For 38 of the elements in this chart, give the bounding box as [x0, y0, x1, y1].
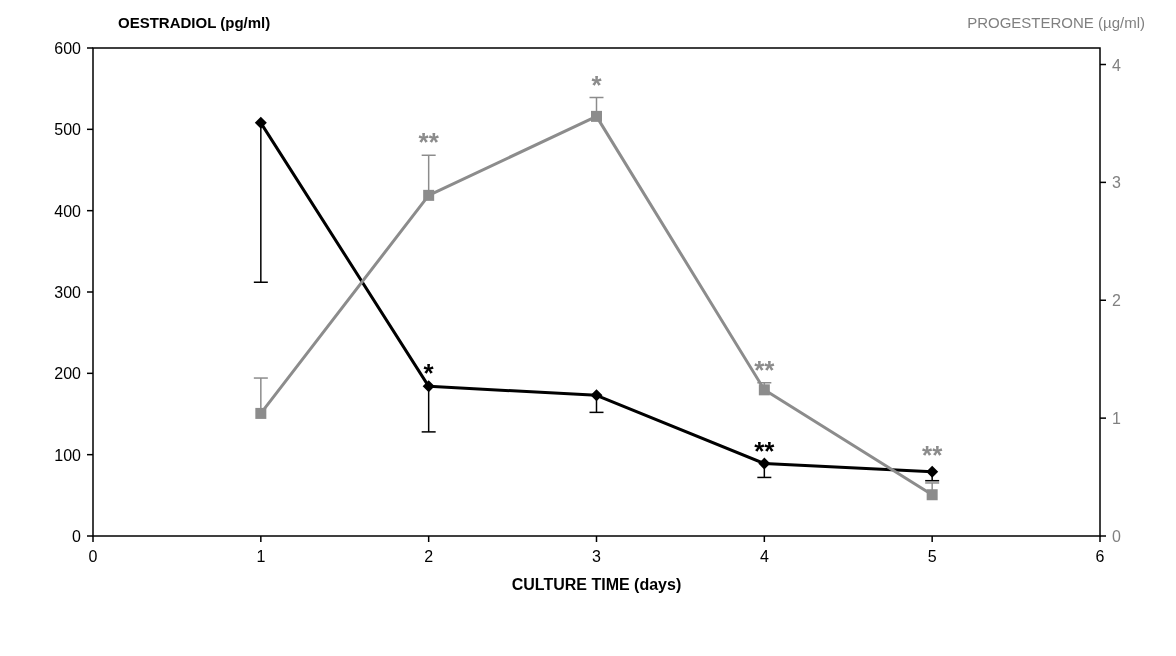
point — [422, 380, 435, 393]
x-tick-label: 2 — [424, 548, 434, 565]
x-tick-label: 4 — [759, 548, 769, 565]
annotation: * — [423, 358, 435, 389]
y-axis-title: OESTRADIOL (pg/ml) — [118, 14, 271, 31]
y2-axis-title: PROGESTERONE (µg/ml) — [967, 14, 1145, 31]
annotation: ** — [754, 435, 776, 466]
y-tick-label: 600 — [54, 40, 82, 57]
y-tick-label: 500 — [54, 121, 82, 139]
point — [926, 465, 939, 478]
x-tick-label: 3 — [592, 548, 602, 565]
point — [591, 110, 602, 122]
y2-tick-label: 2 — [1112, 292, 1121, 310]
point — [423, 189, 435, 201]
x-axis-title: CULTURE TIME (days) — [511, 576, 682, 593]
point — [758, 384, 770, 396]
x-tick-label: 1 — [256, 548, 266, 565]
annotation: ** — [418, 127, 440, 158]
x-tick-label: 6 — [1095, 548, 1105, 565]
point — [590, 389, 603, 402]
point — [255, 407, 267, 419]
y-tick-label: 200 — [54, 365, 82, 383]
annotation: ** — [922, 439, 944, 470]
y-tick-label: 100 — [54, 446, 82, 464]
x-tick-label: 5 — [927, 548, 937, 565]
y2-tick-label: 3 — [1112, 174, 1121, 192]
point — [254, 116, 267, 129]
y-tick-label: 400 — [54, 202, 82, 220]
annotation: * — [591, 69, 603, 100]
y2-tick-label: 1 — [1112, 410, 1121, 428]
x-tick-label: 0 — [88, 548, 98, 565]
y2-tick-label: 0 — [1112, 528, 1121, 545]
point — [758, 457, 771, 470]
y-tick-label: 300 — [54, 284, 82, 301]
y2-tick-label: 4 — [1112, 56, 1121, 74]
point — [926, 489, 938, 501]
annotation: ** — [754, 354, 776, 385]
y-tick-label: 0 — [72, 528, 82, 545]
